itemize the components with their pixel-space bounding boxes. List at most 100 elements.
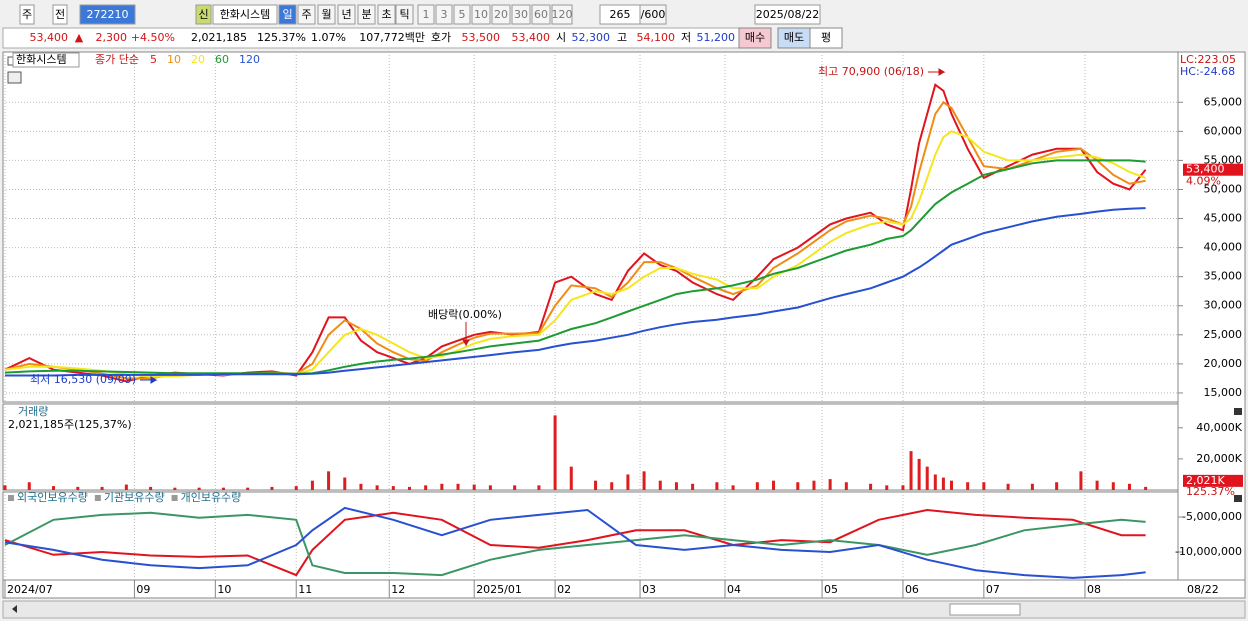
toolbar-button[interactable]: [19, 4, 35, 25]
toolbar-label[interactable]: 272210: [87, 8, 129, 21]
toolbar-label[interactable]: 2025/08/22: [756, 8, 819, 21]
toolbar-label[interactable]: 10: [474, 8, 488, 21]
x-tick-label: 05: [824, 583, 838, 596]
symbol: 한화시스템: [16, 53, 67, 66]
toolbar-label[interactable]: 주: [301, 8, 311, 21]
quote-value: 53,500: [462, 31, 501, 44]
quote-value: 2,021,185: [191, 31, 247, 44]
toolbar-label[interactable]: 월: [321, 8, 331, 21]
toolbar-label[interactable]: 265: [610, 8, 631, 21]
quote-value[interactable]: 매도: [784, 31, 804, 44]
order-button[interactable]: [809, 27, 843, 49]
toolbar-button[interactable]: [531, 4, 551, 25]
bar: [901, 485, 905, 490]
toolbar-label[interactable]: 60: [534, 8, 548, 21]
last-volume-change: 125.37%: [1186, 485, 1235, 498]
toolbar-button[interactable]: [511, 4, 531, 25]
toolbar-label[interactable]: 전: [55, 8, 65, 21]
y-tick-label: 50,000: [1204, 182, 1243, 195]
quote-value: 52,300: [572, 31, 611, 44]
quote-value[interactable]: 매수: [745, 31, 765, 44]
bar: [642, 471, 646, 490]
bar: [1079, 471, 1083, 490]
toolbar-button[interactable]: [195, 4, 212, 25]
quote-value: 51,200: [697, 31, 736, 44]
bar: [941, 477, 945, 490]
toolbar-button[interactable]: [337, 4, 356, 25]
legend-swatch: [171, 495, 178, 501]
toolbar-label[interactable]: 20: [494, 8, 508, 21]
x-tick-label: 03: [642, 583, 656, 596]
quote-value[interactable]: 평: [821, 31, 831, 44]
toolbar-label[interactable]: 120: [552, 8, 573, 21]
toolbar-button[interactable]: [79, 4, 136, 25]
quote-value: 저: [681, 31, 691, 44]
toolbar-button[interactable]: [639, 4, 667, 25]
toolbar-label[interactable]: 3: [441, 8, 448, 21]
toolbar-label[interactable]: 분: [361, 8, 371, 21]
toolbar-label[interactable]: 30: [514, 8, 528, 21]
toolbar-label[interactable]: 틱: [399, 8, 409, 21]
toolbar-button[interactable]: [471, 4, 491, 25]
quote-value: 시: [556, 31, 566, 44]
bar: [27, 482, 31, 490]
toolbar-button[interactable]: [417, 4, 435, 25]
x-tick-label: 09: [136, 583, 150, 596]
price-panel: [2, 51, 1179, 403]
x-tick-label: 12: [391, 583, 405, 596]
bar: [569, 466, 573, 490]
toolbar-label[interactable]: 초: [381, 8, 391, 21]
bar: [715, 482, 719, 490]
toolbar-button[interactable]: [453, 4, 471, 25]
bar: [3, 485, 7, 490]
bar: [982, 482, 986, 490]
bar: [359, 483, 363, 490]
toolbar-label[interactable]: 일: [282, 7, 292, 21]
toolbar-label[interactable]: /600: [641, 8, 666, 21]
toolbar-button[interactable]: [395, 4, 414, 25]
toolbar-button[interactable]: [357, 4, 376, 25]
dividend-annotation: 배당락(0.00%): [428, 308, 502, 321]
toolbar-label[interactable]: 5: [459, 8, 466, 21]
dividend-arrow: [462, 322, 470, 347]
toolbar-label[interactable]: 신: [198, 8, 208, 21]
bar: [812, 480, 816, 490]
bar: [149, 486, 153, 490]
toolbar-button[interactable]: [491, 4, 511, 25]
toolbar-label[interactable]: 주: [22, 8, 32, 21]
toolbar-button[interactable]: [317, 4, 336, 25]
panel-close[interactable]: [1234, 495, 1242, 502]
bar: [553, 415, 557, 490]
toolbar-label[interactable]: 1: [423, 8, 430, 21]
legend-item: 개인보유수량: [181, 491, 242, 504]
order-button[interactable]: [738, 27, 772, 49]
y-tick-label: 20,000K: [1196, 452, 1242, 465]
y-tick-label: 60,000: [1204, 124, 1243, 137]
y-tick-label: 40,000: [1204, 241, 1243, 254]
bar: [1030, 483, 1034, 490]
toolbar-label[interactable]: 한화시스템: [220, 8, 271, 21]
toolbar-button[interactable]: [435, 4, 453, 25]
toolbar-button[interactable]: [52, 4, 68, 25]
toolbar-button[interactable]: [278, 4, 297, 25]
table-icon[interactable]: [7, 71, 22, 84]
scrollbar[interactable]: [2, 600, 1246, 619]
bar: [909, 451, 913, 490]
toolbar-button[interactable]: [212, 4, 278, 25]
toolbar-button[interactable]: [754, 4, 821, 25]
quote-value: 고: [617, 31, 627, 44]
quote-value: +4.50%: [131, 31, 175, 44]
y-tick-label: -5,000,000: [1182, 510, 1242, 523]
scroll-left[interactable]: [12, 605, 17, 613]
toolbar-button[interactable]: [377, 4, 396, 25]
panel-close[interactable]: [1234, 408, 1242, 415]
last-price-box: [1183, 163, 1243, 176]
toolbar-label[interactable]: 년: [341, 8, 351, 21]
toolbar-button[interactable]: [551, 4, 573, 25]
bar: [1111, 482, 1115, 490]
toolbar-button[interactable]: [297, 4, 316, 25]
scroll-thumb[interactable]: [949, 603, 1021, 616]
bar: [407, 486, 411, 490]
x-tick-label: 2024/07: [7, 583, 53, 596]
legend-swatch: [8, 495, 14, 501]
